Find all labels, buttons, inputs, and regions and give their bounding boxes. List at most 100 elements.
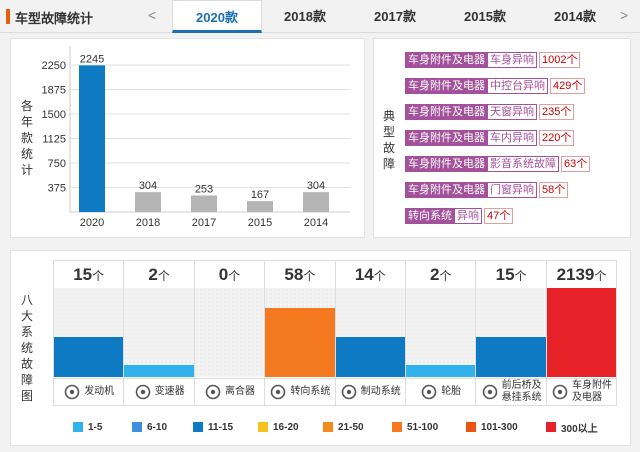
component-count-value: 15 xyxy=(495,265,515,284)
y-tick-label: 1875 xyxy=(42,85,66,97)
component-label-cell[interactable]: 制动系统 xyxy=(334,378,405,406)
component-name: 发动机 xyxy=(84,386,115,397)
bar-2018 xyxy=(135,192,161,212)
y-tick-label: 2250 xyxy=(42,60,66,72)
component-name: 转向系统 xyxy=(290,386,331,397)
component-count: 15个 xyxy=(475,260,546,288)
engine-icon xyxy=(64,384,80,400)
component-count-value: 2139 xyxy=(556,265,595,284)
fault-name: 异响 xyxy=(455,208,482,224)
legend-swatch xyxy=(258,422,268,432)
component-name: 离合器 xyxy=(224,386,255,397)
fault-item[interactable]: 车身附件及电器 影音系统故障 63个 xyxy=(405,156,591,172)
component-count-unit: 个 xyxy=(594,269,607,283)
fault-category: 转向系统 xyxy=(405,208,455,224)
component-fill-bar xyxy=(406,364,476,377)
fault-category: 车身附件及电器 xyxy=(405,78,488,94)
fault-count: 58个 xyxy=(539,182,569,198)
legend-item: 300以上 xyxy=(546,421,598,435)
tab-2017[interactable]: 2017款 xyxy=(374,9,416,24)
component-fill-area xyxy=(123,288,194,377)
side-label-char: 故 xyxy=(20,357,33,371)
legend-item: 1-5 xyxy=(73,421,102,433)
brake-icon xyxy=(341,384,357,400)
fault-item[interactable]: 车身附件及电器 车内异响 220个 xyxy=(405,130,575,146)
component-label-cell[interactable]: 转向系统 xyxy=(264,378,335,406)
fault-item[interactable]: 车身附件及电器 门窗异响 58个 xyxy=(405,182,569,198)
component-count-value: 14 xyxy=(354,265,374,284)
tire-icon xyxy=(421,384,437,400)
fault-item[interactable]: 车身附件及电器 车身异响 1002个 xyxy=(405,52,581,68)
side-label-char: 款 xyxy=(20,131,33,145)
tab-2015[interactable]: 2015款 xyxy=(464,9,506,24)
component-name: 制动系统 xyxy=(360,386,401,397)
year-stats-side-label: 各年款统计 xyxy=(20,98,34,178)
legend-swatch xyxy=(73,422,83,432)
component-fill-bar xyxy=(546,288,617,377)
next-arrow-button[interactable]: > xyxy=(620,7,629,23)
component-label-cell[interactable]: 前后桥及 悬挂系统 xyxy=(475,378,546,406)
legend-item: 21-50 xyxy=(323,421,364,433)
data-label-2014: 304 xyxy=(307,180,325,192)
component-count: 2139个 xyxy=(545,260,617,288)
fault-count: 1002个 xyxy=(539,52,581,68)
fault-item[interactable]: 转向系统 异响 47个 xyxy=(405,208,514,224)
tab-2020[interactable]: 2020款 xyxy=(172,0,262,33)
fault-item[interactable]: 车身附件及电器 天窗异响 235个 xyxy=(405,104,575,120)
side-label-char: 统 xyxy=(20,341,33,355)
legend-item: 16-20 xyxy=(258,421,299,433)
legend-swatch xyxy=(193,422,203,432)
component-faults-side-label: 八大系统故障图 xyxy=(20,292,34,404)
component-count-value: 0 xyxy=(218,265,229,284)
legend-item: 6-10 xyxy=(132,421,167,433)
x-tick-label-2015: 2015 xyxy=(248,217,272,229)
component-count: 14个 xyxy=(334,260,405,288)
side-label-char: 各 xyxy=(20,99,33,113)
component-name: 前后桥及 悬挂系统 xyxy=(501,380,542,403)
component-label-cell[interactable]: 轮胎 xyxy=(405,378,476,406)
component-label-cell[interactable]: 发动机 xyxy=(53,378,124,406)
x-tick-label-2017: 2017 xyxy=(192,217,216,229)
component-name: 变速器 xyxy=(154,386,185,397)
x-tick-label-2018: 2018 xyxy=(136,217,160,229)
fault-category: 车身附件及电器 xyxy=(405,130,488,146)
component-name: 轮胎 xyxy=(441,386,462,397)
legend-item: 101-300 xyxy=(466,421,518,433)
fault-category: 车身附件及电器 xyxy=(405,182,488,198)
fault-count: 429个 xyxy=(550,78,586,94)
legend-swatch xyxy=(546,422,556,432)
fault-count: 220个 xyxy=(539,130,575,146)
side-label-char: 年 xyxy=(20,115,33,129)
fault-name: 车身异响 xyxy=(488,52,537,68)
legend-swatch xyxy=(466,422,476,432)
axle-icon xyxy=(482,384,497,400)
bar-2020 xyxy=(79,65,105,212)
component-count: 0个 xyxy=(193,260,265,288)
component-count-unit: 个 xyxy=(92,269,105,283)
legend-label: 11-15 xyxy=(208,421,234,433)
tab-2018[interactable]: 2018款 xyxy=(284,9,326,24)
legend-label: 51-100 xyxy=(407,421,439,433)
side-label-char: 计 xyxy=(20,163,33,177)
y-tick-label: 1125 xyxy=(42,134,66,146)
data-label-2020: 2245 xyxy=(80,53,104,65)
component-label-cell[interactable]: 离合器 xyxy=(193,378,265,406)
component-fill-area xyxy=(193,288,265,377)
prev-arrow-button[interactable]: < xyxy=(148,7,157,23)
component-label-cell[interactable]: 变速器 xyxy=(123,378,194,406)
component-label-cell[interactable]: 车身附件 及电器 xyxy=(545,378,617,406)
component-count: 2个 xyxy=(405,260,476,288)
legend-label: 6-10 xyxy=(147,421,168,433)
component-count-value: 2 xyxy=(148,265,158,284)
component-count-unit: 个 xyxy=(228,269,241,283)
tab-2014[interactable]: 2014款 xyxy=(554,9,596,24)
fault-count: 47个 xyxy=(484,208,514,224)
header-bar xyxy=(0,0,640,33)
component-count: 58个 xyxy=(264,260,335,288)
bar-2017 xyxy=(191,195,217,212)
y-tick-label: 375 xyxy=(48,183,66,195)
fault-category: 车身附件及电器 xyxy=(405,104,488,120)
fault-name: 中控台异响 xyxy=(488,78,548,94)
fault-item[interactable]: 车身附件及电器 中控台异响 429个 xyxy=(405,78,586,94)
x-tick-label-2014: 2014 xyxy=(304,217,328,229)
